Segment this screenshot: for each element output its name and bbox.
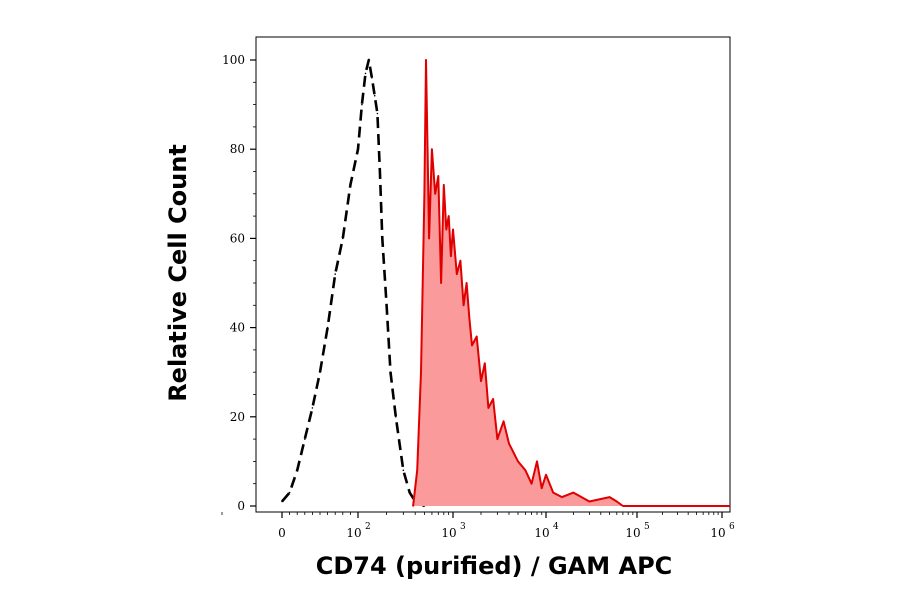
x-tick-exponent: 2	[365, 522, 371, 532]
x-tick-exponent: 5	[644, 522, 650, 532]
y-tick-label: 80	[230, 142, 245, 156]
data-point	[326, 326, 329, 329]
data-point	[452, 228, 454, 231]
x-tick-label: 0	[278, 526, 286, 540]
y-tick-label: 20	[230, 410, 245, 424]
data-point	[459, 259, 462, 262]
data-point	[376, 112, 379, 115]
y-minor-ticks	[253, 81, 256, 485]
data-point	[334, 273, 337, 275]
x-tick-exponent: 4	[553, 522, 559, 532]
data-point	[311, 407, 314, 409]
x-tick-label: 10	[534, 526, 549, 540]
data-point	[281, 500, 283, 503]
data-point	[468, 317, 471, 320]
data-point	[588, 500, 591, 503]
data-point	[342, 237, 344, 240]
x-axis-title: CD74 (purified) / GAM APC	[316, 552, 673, 580]
data-point	[371, 77, 373, 79]
data-point	[361, 103, 363, 106]
x-tick-label: 10	[441, 526, 456, 540]
data-point	[420, 371, 422, 374]
data-point	[545, 474, 547, 476]
data-point	[487, 407, 490, 409]
data-point	[524, 469, 527, 472]
data-point	[437, 175, 440, 177]
data-point	[447, 215, 450, 217]
x-tick-exponent: 3	[460, 522, 466, 532]
data-point	[423, 193, 426, 195]
data-point	[304, 438, 306, 440]
x-tick-label: 10	[710, 526, 725, 540]
data-point	[517, 460, 519, 463]
data-point	[536, 460, 538, 463]
data-point	[572, 491, 575, 494]
data-point	[385, 304, 388, 307]
data-point	[484, 362, 486, 365]
x-minor-ticks	[221, 512, 719, 515]
data-point	[608, 496, 611, 498]
x-tick-exponent: 6	[729, 522, 735, 532]
data-point	[616, 500, 618, 503]
x-tick-label: 10	[346, 526, 361, 540]
data-point	[416, 469, 419, 472]
data-point	[530, 482, 533, 485]
y-axis-title: Relative Cell Count	[164, 144, 192, 402]
data-point	[412, 505, 414, 507]
series-outline-dashed	[281, 58, 425, 508]
data-point	[445, 228, 448, 231]
data-point	[431, 148, 433, 150]
data-point	[349, 184, 352, 186]
data-point	[480, 380, 482, 382]
data-point	[450, 255, 452, 257]
y-tick-label: 60	[230, 231, 245, 245]
data-point	[395, 416, 397, 418]
data-point	[288, 491, 291, 494]
data-point	[440, 282, 442, 284]
data-point	[408, 491, 411, 494]
data-point	[357, 148, 359, 150]
data-point	[381, 237, 384, 240]
data-point	[443, 184, 445, 186]
series-outline-filled	[412, 59, 624, 507]
data-point	[475, 335, 478, 338]
data-point	[296, 469, 299, 472]
data-point	[389, 371, 392, 374]
series-layer	[281, 58, 730, 508]
data-point	[502, 420, 505, 423]
x-axis: 0 10 2 10 3 10 4 10 5 10 6	[278, 512, 735, 540]
data-point	[540, 487, 543, 490]
data-point	[462, 304, 465, 307]
data-point	[364, 72, 367, 75]
series-fill-area	[413, 60, 623, 506]
data-point	[319, 371, 321, 374]
data-point	[561, 496, 563, 498]
data-point	[379, 170, 381, 173]
y-tick-label: 40	[230, 321, 245, 335]
data-point	[496, 438, 499, 440]
x-tick-label: 10	[625, 526, 640, 540]
data-point	[622, 505, 624, 507]
y-axis: 0 20 40 60 80 100	[222, 53, 256, 513]
data-point	[373, 94, 376, 97]
data-point	[456, 273, 458, 275]
y-tick-label: 100	[222, 53, 245, 67]
data-point	[471, 344, 473, 347]
data-point	[465, 282, 468, 284]
data-point	[428, 237, 430, 240]
data-point	[552, 491, 554, 494]
data-point	[402, 469, 405, 472]
data-point	[508, 442, 510, 445]
data-point	[434, 193, 437, 195]
data-point	[425, 59, 427, 61]
y-tick-label: 0	[237, 499, 245, 513]
data-point	[368, 59, 370, 61]
data-point	[492, 398, 494, 400]
